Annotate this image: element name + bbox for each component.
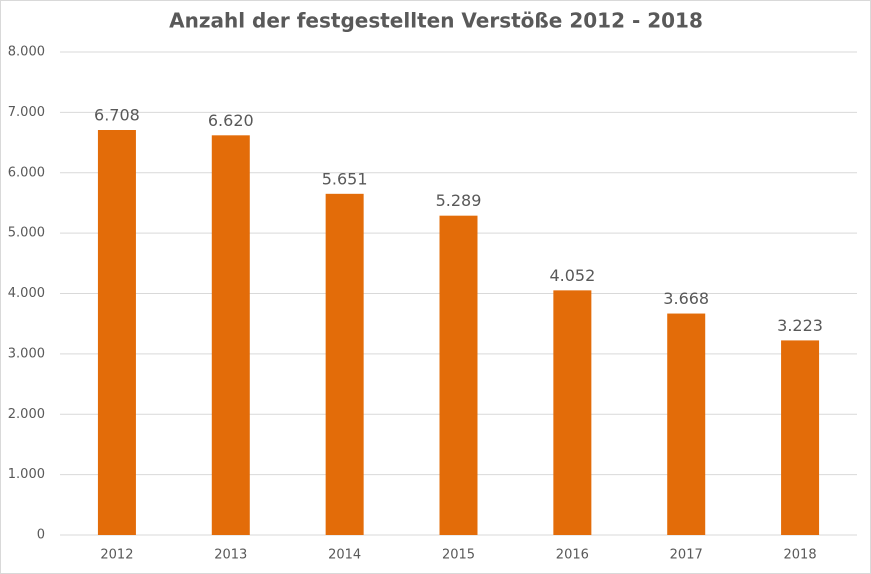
bar — [97, 130, 136, 535]
bar — [781, 340, 820, 535]
chart-title: Anzahl der festgestellten Verstöße 2012 … — [169, 9, 703, 33]
bar — [439, 215, 478, 535]
y-tick-label: 7.000 — [8, 105, 45, 120]
y-tick-label: 6.000 — [8, 165, 45, 180]
x-tick-label: 2017 — [670, 548, 703, 563]
value-label: 5.651 — [322, 169, 368, 188]
x-tick-label: 2014 — [328, 548, 361, 563]
x-tick-label: 2016 — [556, 548, 589, 563]
bar — [553, 290, 592, 535]
bar — [211, 135, 250, 535]
value-label: 4.052 — [549, 266, 595, 285]
bar — [667, 313, 706, 535]
value-label: 3.668 — [663, 289, 709, 308]
x-tick-label: 2018 — [784, 548, 817, 563]
y-tick-label: 0 — [37, 528, 45, 543]
y-tick-label: 2.000 — [8, 407, 45, 422]
y-tick-label: 3.000 — [8, 346, 45, 361]
x-tick-label: 2015 — [442, 548, 475, 563]
y-tick-label: 5.000 — [8, 226, 45, 241]
y-tick-label: 4.000 — [8, 286, 45, 301]
value-label: 6.708 — [94, 106, 140, 125]
x-tick-label: 2013 — [214, 548, 247, 563]
y-tick-label: 8.000 — [8, 45, 45, 60]
y-tick-label: 1.000 — [8, 467, 45, 482]
bar — [325, 193, 364, 536]
value-label: 6.620 — [208, 111, 254, 130]
x-tick-label: 2012 — [100, 548, 133, 563]
value-label: 3.223 — [777, 316, 823, 335]
value-label: 5.289 — [436, 191, 482, 210]
